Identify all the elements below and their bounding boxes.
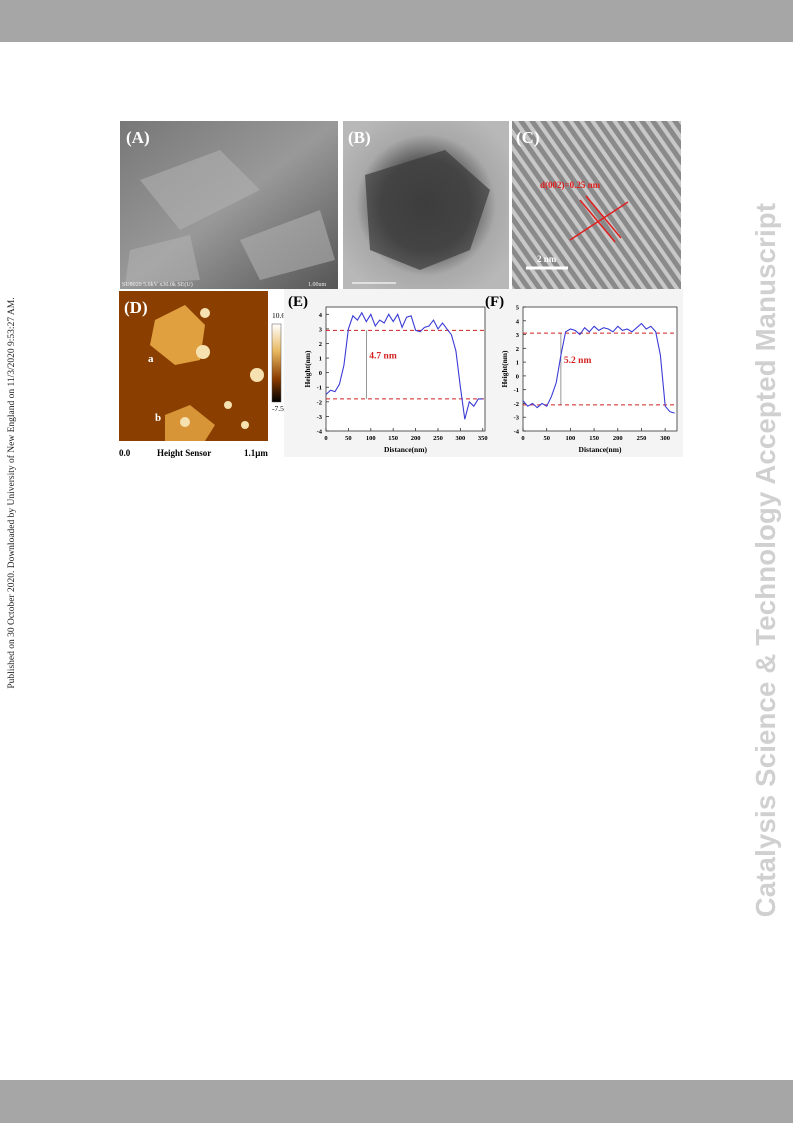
y-tick-label: -1 — [317, 385, 322, 392]
footer-bar — [0, 1080, 793, 1123]
x-tick-label: 100 — [566, 435, 576, 442]
lattice-annotation: d(002)=0.25 nm — [540, 180, 601, 190]
y-axis-label: Height(nm) — [303, 350, 312, 388]
chart-title: (E) — [288, 294, 308, 310]
particles — [180, 308, 264, 429]
x-tick-label: 200 — [613, 435, 623, 442]
axis-title: Height Sensor — [157, 448, 211, 458]
y-tick-label: -4 — [514, 429, 520, 436]
y-tick-label: 3 — [319, 326, 323, 333]
panel-label: (B) — [348, 128, 371, 147]
sheet-texture — [125, 150, 335, 285]
x-tick-label: 200 — [411, 435, 421, 442]
panel-label: (A) — [126, 128, 150, 147]
y-tick-label: 5 — [516, 305, 520, 312]
particle — [365, 150, 490, 270]
y-tick-label: 2 — [319, 341, 322, 348]
chart-title: (F) — [485, 294, 504, 310]
x-tick-label: 0 — [324, 435, 327, 442]
y-tick-label: -3 — [317, 414, 323, 421]
scale-text: 2 nm — [537, 254, 557, 264]
flake-a — [150, 305, 205, 365]
axis-end: 1.1μm — [244, 448, 268, 458]
x-tick-label: 150 — [589, 435, 599, 442]
x-axis-label: Distance(nm) — [384, 445, 427, 454]
axis-start: 0.0 — [119, 448, 131, 458]
panel-label: (C) — [516, 128, 540, 147]
x-tick-label: 100 — [366, 435, 376, 442]
y-tick-label: -1 — [514, 387, 519, 394]
profile-line — [325, 311, 483, 420]
colorbar-min: -7.5 nm — [272, 404, 295, 413]
y-tick-label: 1 — [516, 360, 519, 367]
region-mark: a — [148, 353, 154, 365]
height-annotation: 4.7 nm — [369, 352, 397, 362]
x-tick-label: 300 — [455, 435, 465, 442]
x-tick-label: 0 — [521, 435, 524, 442]
plot-frame — [522, 306, 678, 432]
y-tick-label: 0 — [319, 370, 322, 377]
height-annotation: 5.2 nm — [564, 356, 592, 366]
hrtem-image — [512, 121, 681, 289]
x-axis-label: Distance(nm) — [579, 445, 622, 454]
y-tick-label: 4 — [319, 312, 323, 319]
y-tick-label: 2 — [516, 346, 519, 353]
x-tick-label: 150 — [388, 435, 398, 442]
panel-label: (D) — [124, 298, 148, 317]
x-tick-label: 250 — [637, 435, 647, 442]
x-tick-label: 250 — [433, 435, 443, 442]
colorbar — [271, 323, 282, 403]
y-tick-label: 3 — [516, 332, 520, 339]
header-bar — [0, 0, 793, 42]
y-tick-label: -4 — [317, 429, 323, 436]
flake-b — [165, 405, 215, 441]
y-tick-label: 1 — [319, 356, 322, 363]
lattice-lines — [569, 195, 629, 243]
x-tick-label: 350 — [478, 435, 488, 442]
profile-line — [522, 322, 675, 414]
y-tick-label: -2 — [317, 399, 322, 406]
region-mark: b — [155, 412, 161, 424]
x-tick-label: 50 — [345, 435, 352, 442]
y-tick-label: 4 — [516, 318, 520, 325]
scale-text: 1.00um — [308, 282, 327, 288]
x-tick-label: 300 — [660, 435, 670, 442]
y-tick-label: -2 — [514, 401, 519, 408]
x-tick-label: 50 — [543, 435, 550, 442]
y-tick-label: 0 — [516, 373, 519, 380]
y-axis-label: Height(nm) — [500, 350, 509, 388]
y-tick-label: -3 — [514, 415, 520, 422]
sem-caption: SU8020 5.0kV x30.0k SE(U) — [122, 281, 193, 288]
